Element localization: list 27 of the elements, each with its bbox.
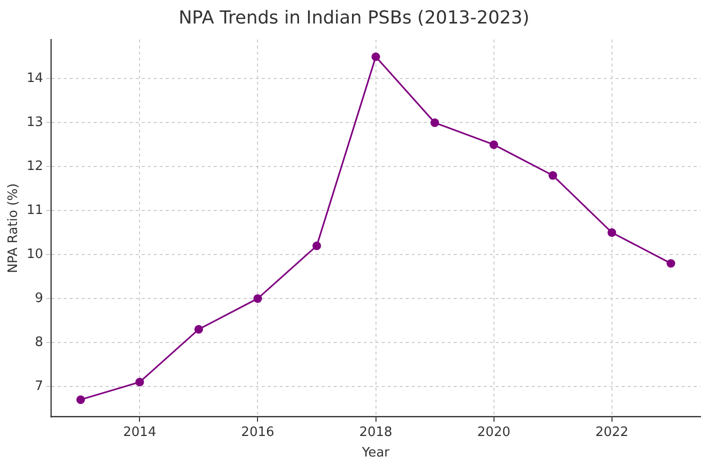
x-tick-label: 2018 bbox=[359, 424, 392, 440]
x-tick-label: 2022 bbox=[595, 424, 628, 440]
x-tick-label: 2020 bbox=[477, 424, 510, 440]
point bbox=[548, 171, 558, 180]
point bbox=[666, 259, 676, 268]
x-tick-label: 2016 bbox=[241, 424, 274, 440]
point bbox=[253, 294, 262, 303]
point bbox=[371, 52, 380, 62]
point bbox=[312, 241, 322, 250]
y-tick-label: 8 bbox=[34, 334, 44, 350]
y-tick-label: 13 bbox=[26, 115, 44, 130]
point bbox=[135, 378, 144, 386]
point bbox=[490, 140, 498, 149]
y-axis-title: NPA Ratio (%) bbox=[6, 183, 22, 274]
point bbox=[430, 118, 440, 127]
x-axis-title: Year bbox=[361, 446, 390, 461]
y-tick-label: 12 bbox=[26, 159, 44, 174]
y-tick-label: 14 bbox=[26, 71, 44, 86]
x-tick-label: 2014 bbox=[123, 424, 156, 440]
y-tick-label: 11 bbox=[26, 202, 44, 218]
point bbox=[608, 228, 616, 237]
point bbox=[76, 395, 85, 404]
y-tick-label: 9 bbox=[34, 290, 44, 306]
point bbox=[194, 325, 203, 334]
y-tick-label: 10 bbox=[26, 246, 44, 262]
y-tick-label: 7 bbox=[34, 378, 44, 394]
chart-title: NPA Trends in Indian PSBs (2013-2023) bbox=[178, 7, 530, 28]
